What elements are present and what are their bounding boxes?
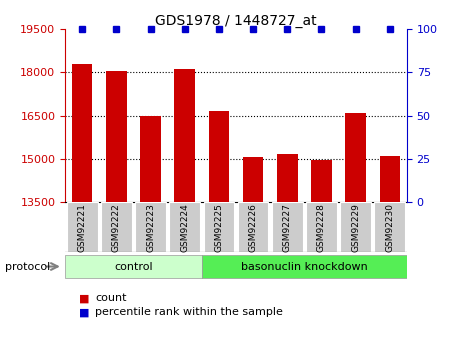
- Bar: [106, 71, 126, 202]
- Text: GSM92228: GSM92228: [317, 203, 326, 252]
- Bar: [209, 111, 229, 202]
- Title: GDS1978 / 1448727_at: GDS1978 / 1448727_at: [155, 14, 317, 28]
- Bar: [238, 202, 268, 252]
- Text: GSM92222: GSM92222: [112, 203, 121, 252]
- Text: GSM92229: GSM92229: [351, 203, 360, 252]
- Bar: [379, 156, 400, 202]
- Bar: [101, 202, 132, 252]
- Bar: [72, 64, 93, 202]
- Bar: [174, 69, 195, 202]
- Bar: [65, 255, 202, 278]
- Text: GSM92227: GSM92227: [283, 203, 292, 252]
- Text: GSM92225: GSM92225: [214, 203, 223, 252]
- Bar: [67, 202, 98, 252]
- Text: percentile rank within the sample: percentile rank within the sample: [95, 307, 283, 317]
- Bar: [306, 202, 337, 252]
- Text: GSM92230: GSM92230: [385, 203, 394, 252]
- Text: ■: ■: [79, 307, 90, 317]
- Bar: [277, 155, 298, 202]
- Bar: [345, 113, 366, 202]
- Bar: [204, 202, 234, 252]
- Text: basonuclin knockdown: basonuclin knockdown: [241, 262, 368, 272]
- Text: count: count: [95, 294, 127, 303]
- Text: GSM92221: GSM92221: [78, 203, 86, 252]
- Bar: [243, 157, 263, 202]
- Text: protocol: protocol: [5, 262, 50, 272]
- Bar: [202, 255, 407, 278]
- Text: GSM92226: GSM92226: [249, 203, 258, 252]
- Bar: [374, 202, 405, 252]
- Text: ■: ■: [79, 294, 90, 303]
- Bar: [340, 202, 371, 252]
- Bar: [169, 202, 200, 252]
- Text: GSM92224: GSM92224: [180, 203, 189, 252]
- Text: control: control: [114, 262, 153, 272]
- Bar: [272, 202, 303, 252]
- Bar: [311, 160, 332, 202]
- Bar: [135, 202, 166, 252]
- Bar: [140, 116, 161, 202]
- Text: GSM92223: GSM92223: [146, 203, 155, 252]
